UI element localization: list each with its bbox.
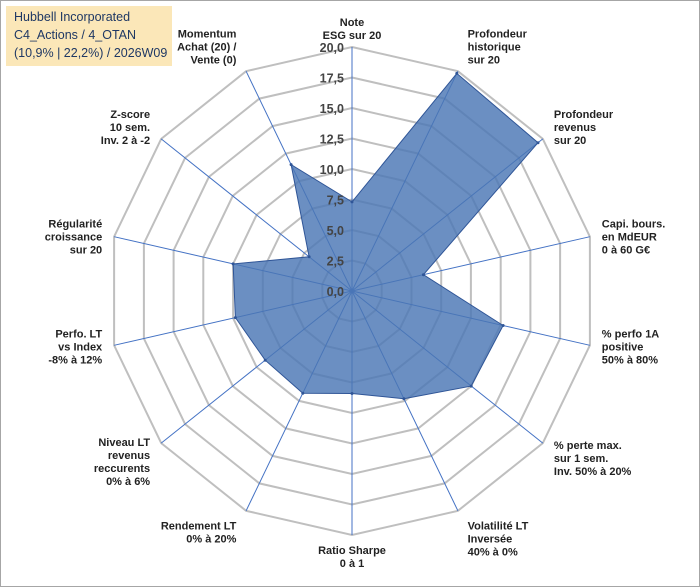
data-point bbox=[233, 316, 237, 320]
data-point bbox=[289, 163, 293, 167]
tick-label: 15,0 bbox=[320, 102, 344, 116]
axis-label: % perte max. sur 1 sem. Inv. 50% à 20% bbox=[554, 440, 632, 478]
title-line-period: (10,9% | 22,2%) / 2026W09 bbox=[14, 46, 168, 60]
data-point bbox=[350, 392, 354, 395]
radar-axis-labels: Note ESG sur 20 Profondeur historique sur 20… bbox=[45, 17, 666, 570]
data-point bbox=[455, 71, 459, 75]
title-line-company: Hubbell Incorporated bbox=[14, 10, 131, 24]
axis-label: Z-score 10 sem. Inv. 2 à -2 bbox=[101, 109, 150, 147]
data-point bbox=[350, 200, 354, 204]
radar-tick-labels: 0,0 2,5 5,0 7,5 10,0 12,5 15,0 17,5 20,0 bbox=[320, 41, 344, 299]
data-point bbox=[307, 255, 311, 259]
tick-label: 20,0 bbox=[320, 41, 344, 55]
tick-label: 2,5 bbox=[327, 255, 344, 269]
axis-label: Profondeur revenus sur 20 bbox=[554, 109, 614, 147]
data-point bbox=[421, 273, 425, 277]
axis-label: Rendement LT 0% à 20% bbox=[161, 520, 237, 545]
data-point bbox=[263, 358, 267, 362]
tick-label: 5,0 bbox=[327, 224, 344, 238]
radar-series bbox=[231, 71, 540, 401]
axis-label: Note ESG sur 20 bbox=[323, 17, 382, 42]
axis-label: Volatilité LT Inversée 40% à 0% bbox=[468, 520, 529, 558]
axis-label: Capi. bours. en MdEUR 0 à 60 G€ bbox=[602, 218, 666, 256]
data-point bbox=[301, 391, 305, 395]
axis-label: Profondeur historique sur 20 bbox=[468, 29, 528, 67]
axis-label: % perfo 1A positive 50% à 80% bbox=[602, 329, 660, 367]
axis-label: Régularité croissance sur 20 bbox=[45, 218, 102, 256]
tick-label: 12,5 bbox=[320, 133, 344, 147]
data-point bbox=[402, 397, 406, 401]
axis-label: Ratio Sharpe 0 à 1 bbox=[318, 545, 386, 570]
chart-title-box: Hubbell Incorporated C4_Actions / 4_OTAN… bbox=[6, 6, 172, 66]
tick-label: 10,0 bbox=[320, 163, 344, 177]
axis-label: Perfo. LT vs Index -8% à 12% bbox=[48, 329, 103, 367]
data-point bbox=[501, 324, 505, 327]
tick-label: 7,5 bbox=[327, 194, 344, 208]
data-point bbox=[231, 262, 235, 266]
axis-label: Momentum Achat (20) / Vente (0) bbox=[177, 29, 237, 67]
data-point bbox=[536, 141, 540, 145]
axis-label: Niveau LT revenus reccurents 0% à 6% bbox=[94, 437, 151, 488]
title-line-category: C4_Actions / 4_OTAN bbox=[14, 28, 137, 42]
data-point bbox=[469, 384, 473, 388]
tick-label: 17,5 bbox=[320, 72, 344, 86]
tick-label: 0,0 bbox=[327, 285, 344, 299]
